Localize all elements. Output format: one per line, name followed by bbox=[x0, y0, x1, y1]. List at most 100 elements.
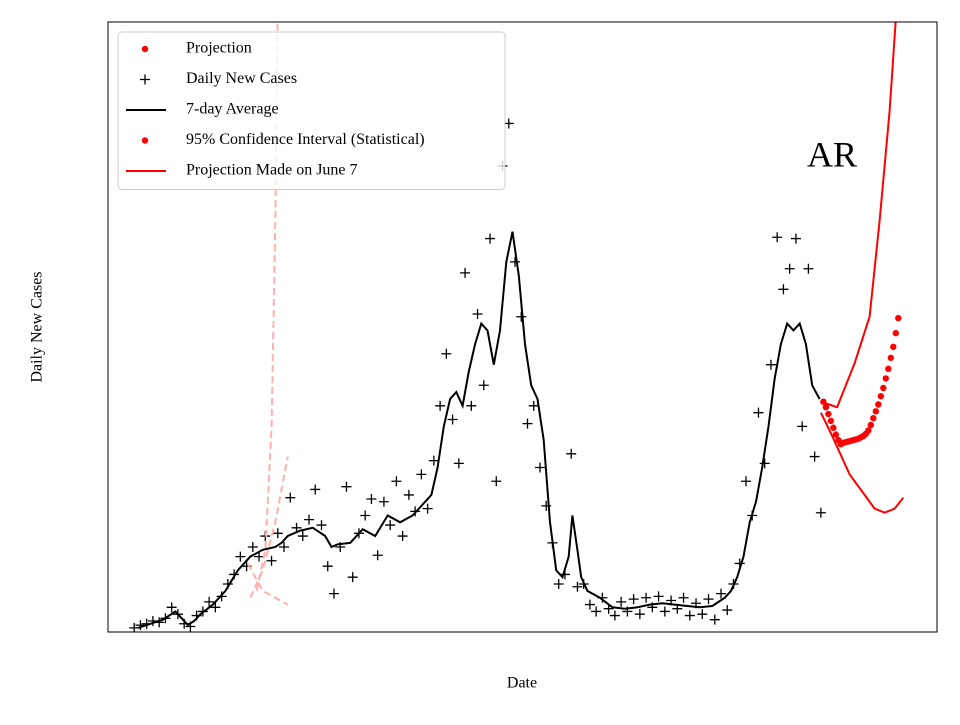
marker bbox=[322, 561, 333, 572]
marker bbox=[790, 233, 801, 244]
legend-label: 95% Confidence Interval (Statistical) bbox=[186, 131, 425, 148]
marker bbox=[441, 348, 452, 359]
marker bbox=[865, 427, 872, 434]
marker bbox=[740, 476, 751, 487]
marker bbox=[304, 514, 315, 525]
marker bbox=[566, 448, 577, 459]
marker bbox=[478, 380, 489, 391]
marker bbox=[778, 284, 789, 295]
marker bbox=[628, 594, 639, 605]
marker bbox=[684, 610, 695, 621]
marker bbox=[204, 596, 215, 607]
marker bbox=[254, 551, 265, 562]
marker bbox=[815, 507, 826, 518]
marker bbox=[397, 531, 408, 542]
marker bbox=[141, 45, 149, 53]
marker bbox=[830, 424, 837, 431]
marker bbox=[659, 606, 670, 617]
marker bbox=[141, 137, 149, 144]
marker bbox=[129, 622, 140, 632]
marker bbox=[210, 602, 221, 613]
marker bbox=[753, 407, 764, 418]
axes-frame bbox=[107, 21, 938, 633]
marker bbox=[716, 588, 727, 599]
marker bbox=[272, 528, 283, 539]
marker bbox=[297, 531, 308, 542]
legend-box bbox=[117, 31, 506, 190]
marker bbox=[435, 400, 446, 411]
plot-area bbox=[129, 22, 905, 632]
annotation: AR bbox=[807, 134, 857, 174]
marker bbox=[641, 592, 652, 603]
marker bbox=[403, 489, 414, 500]
marker bbox=[416, 469, 427, 480]
marker bbox=[447, 414, 458, 425]
marker bbox=[867, 421, 875, 429]
marker bbox=[528, 400, 539, 411]
marker bbox=[772, 232, 783, 243]
marker bbox=[553, 579, 564, 590]
line bbox=[820, 22, 905, 514]
legend-label: 7-day Average bbox=[186, 101, 279, 118]
marker bbox=[885, 365, 892, 373]
marker bbox=[678, 592, 689, 603]
marker bbox=[887, 354, 895, 362]
marker bbox=[166, 602, 177, 613]
marker bbox=[466, 400, 477, 411]
marker bbox=[235, 551, 246, 562]
marker bbox=[510, 256, 521, 267]
marker bbox=[328, 588, 339, 599]
marker bbox=[591, 606, 602, 617]
marker bbox=[366, 494, 377, 505]
marker bbox=[372, 550, 383, 561]
marker bbox=[522, 418, 533, 429]
y-axis-label: Daily New Cases bbox=[29, 271, 46, 382]
marker bbox=[634, 609, 645, 620]
marker bbox=[653, 591, 664, 602]
marker bbox=[347, 572, 358, 583]
marker bbox=[453, 458, 464, 469]
marker bbox=[697, 609, 708, 620]
marker bbox=[247, 542, 258, 553]
marker bbox=[703, 594, 714, 605]
marker bbox=[341, 481, 352, 492]
marker bbox=[491, 476, 502, 487]
marker bbox=[722, 605, 733, 616]
marker bbox=[797, 421, 808, 432]
marker bbox=[572, 581, 583, 592]
marker bbox=[825, 410, 832, 418]
marker bbox=[880, 384, 887, 392]
marker bbox=[832, 431, 840, 438]
line bbox=[137, 231, 821, 629]
marker bbox=[827, 417, 835, 425]
marker bbox=[266, 555, 277, 566]
marker bbox=[285, 492, 296, 503]
marker bbox=[759, 458, 770, 469]
marker bbox=[784, 263, 795, 274]
marker bbox=[316, 520, 327, 531]
legend: Projection Daily New Cases 7-day Average 95… bbox=[117, 31, 506, 190]
marker bbox=[809, 451, 820, 462]
marker bbox=[822, 403, 830, 411]
marker bbox=[609, 610, 620, 621]
marker bbox=[310, 484, 321, 495]
marker bbox=[892, 329, 899, 337]
x-axis-label: Date bbox=[507, 675, 537, 692]
marker bbox=[428, 455, 439, 466]
marker bbox=[616, 596, 627, 607]
marker bbox=[391, 476, 402, 487]
marker bbox=[472, 308, 483, 319]
marker bbox=[360, 510, 371, 521]
marker bbox=[140, 74, 150, 85]
marker bbox=[485, 233, 496, 244]
marker bbox=[803, 263, 814, 274]
marker bbox=[870, 414, 877, 422]
marker bbox=[882, 375, 890, 382]
marker bbox=[385, 520, 396, 531]
marker bbox=[709, 614, 720, 625]
legend-label: Projection Made on June 7 bbox=[186, 162, 358, 179]
marker bbox=[534, 462, 545, 473]
marker bbox=[460, 267, 471, 278]
marker bbox=[875, 401, 882, 408]
legend-label: Daily New Cases bbox=[186, 70, 297, 87]
